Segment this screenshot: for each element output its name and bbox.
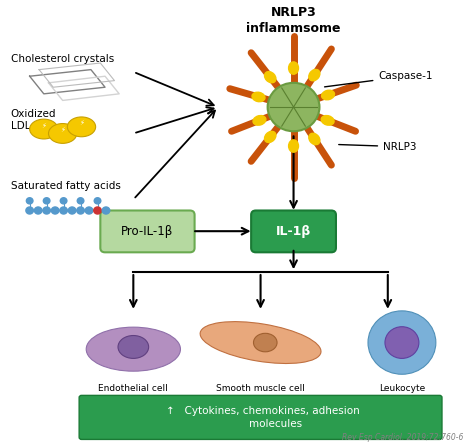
Ellipse shape <box>309 70 320 81</box>
Text: Endothelial cell: Endothelial cell <box>99 385 168 393</box>
Circle shape <box>51 207 59 214</box>
Text: IL-1β: IL-1β <box>276 225 311 238</box>
Ellipse shape <box>321 90 335 100</box>
Ellipse shape <box>254 333 277 352</box>
Text: Oxidized
LDL: Oxidized LDL <box>11 109 56 131</box>
Text: Pro-IL-1β: Pro-IL-1β <box>121 225 173 238</box>
Text: ⚡: ⚡ <box>41 123 46 128</box>
Circle shape <box>27 198 33 204</box>
Text: Leukocyte: Leukocyte <box>379 385 425 393</box>
Text: Caspase-1: Caspase-1 <box>325 71 433 87</box>
Ellipse shape <box>48 124 77 144</box>
Circle shape <box>60 207 67 214</box>
Circle shape <box>94 198 101 204</box>
Circle shape <box>385 327 419 358</box>
Ellipse shape <box>309 133 320 145</box>
Ellipse shape <box>321 116 334 125</box>
Circle shape <box>268 83 319 131</box>
Text: ⚡: ⚡ <box>79 120 84 126</box>
Text: Rev Esp Cardiol. 2019;72:760-6: Rev Esp Cardiol. 2019;72:760-6 <box>342 433 463 442</box>
Circle shape <box>43 207 50 214</box>
Text: NRLP3
inflammsome: NRLP3 inflammsome <box>246 6 341 35</box>
Ellipse shape <box>264 131 276 143</box>
Ellipse shape <box>67 117 96 137</box>
Text: Saturated fatty acids: Saturated fatty acids <box>11 181 121 191</box>
Text: ⚡: ⚡ <box>60 127 65 133</box>
Circle shape <box>26 207 34 214</box>
Circle shape <box>368 311 436 374</box>
FancyBboxPatch shape <box>100 210 195 253</box>
Text: NRLP3: NRLP3 <box>339 142 417 152</box>
Text: Cholesterol crystals: Cholesterol crystals <box>11 54 114 64</box>
Ellipse shape <box>30 119 58 139</box>
Circle shape <box>94 207 101 214</box>
Circle shape <box>102 207 110 214</box>
FancyBboxPatch shape <box>251 210 336 253</box>
Ellipse shape <box>289 62 299 74</box>
FancyBboxPatch shape <box>79 396 442 439</box>
Circle shape <box>68 207 76 214</box>
Circle shape <box>77 198 84 204</box>
Circle shape <box>43 198 50 204</box>
Circle shape <box>85 207 93 214</box>
Ellipse shape <box>200 322 321 364</box>
Ellipse shape <box>289 140 299 152</box>
Ellipse shape <box>118 335 149 358</box>
Circle shape <box>60 198 67 204</box>
Circle shape <box>35 207 42 214</box>
Ellipse shape <box>253 116 266 125</box>
Circle shape <box>77 207 84 214</box>
Ellipse shape <box>86 327 181 371</box>
Ellipse shape <box>264 72 276 83</box>
Ellipse shape <box>252 92 265 102</box>
Text: ↑   Cytokines, chemokines, adhesion
        molecules: ↑ Cytokines, chemokines, adhesion molecu… <box>166 406 360 429</box>
Text: Smooth muscle cell: Smooth muscle cell <box>216 385 305 393</box>
